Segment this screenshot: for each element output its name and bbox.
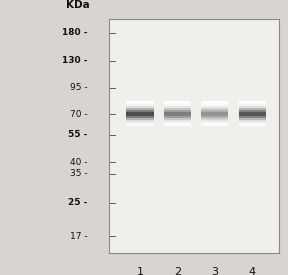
Bar: [238, 112, 266, 117]
Bar: [238, 109, 266, 112]
Bar: [238, 103, 266, 106]
Text: 25 -: 25 -: [68, 199, 88, 207]
Bar: [126, 117, 154, 120]
Bar: [164, 121, 191, 124]
Text: 180 -: 180 -: [62, 28, 88, 37]
Bar: [238, 115, 266, 118]
Text: 130 -: 130 -: [62, 56, 88, 65]
Bar: [164, 109, 191, 112]
Bar: [201, 112, 228, 117]
Bar: [201, 105, 228, 108]
Text: 4: 4: [249, 267, 256, 275]
Bar: [238, 119, 266, 122]
Bar: [201, 117, 228, 120]
Bar: [238, 123, 266, 126]
Bar: [201, 109, 228, 112]
Bar: [126, 101, 154, 104]
Bar: [164, 107, 191, 110]
Bar: [238, 117, 266, 120]
Bar: [126, 109, 154, 112]
Bar: [238, 111, 266, 114]
Bar: [238, 101, 266, 104]
Bar: [126, 112, 154, 117]
Text: 35 -: 35 -: [70, 169, 88, 178]
Bar: [164, 112, 191, 117]
Bar: [126, 119, 154, 122]
Bar: [201, 103, 228, 106]
Bar: [126, 105, 154, 108]
Bar: [164, 113, 191, 116]
Text: KDa: KDa: [66, 0, 90, 10]
Bar: [201, 121, 228, 124]
Bar: [201, 123, 228, 126]
Text: 17 -: 17 -: [70, 232, 88, 241]
Bar: [238, 113, 266, 116]
Text: 95 -: 95 -: [70, 83, 88, 92]
Bar: [164, 111, 191, 114]
Bar: [126, 103, 154, 106]
Bar: [164, 117, 191, 120]
Bar: [201, 107, 228, 110]
Bar: [126, 107, 154, 110]
Bar: [201, 115, 228, 118]
Bar: [164, 101, 191, 104]
Bar: [164, 105, 191, 108]
Bar: [201, 113, 228, 116]
Bar: [238, 107, 266, 110]
Bar: [201, 119, 228, 122]
Bar: [164, 123, 191, 126]
Text: 40 -: 40 -: [70, 158, 88, 167]
Bar: [164, 103, 191, 106]
Text: 55 -: 55 -: [68, 130, 88, 139]
Text: 3: 3: [211, 267, 218, 275]
Bar: [238, 121, 266, 124]
Bar: [126, 121, 154, 124]
Text: 2: 2: [174, 267, 181, 275]
Bar: [201, 101, 228, 104]
Bar: [126, 115, 154, 118]
Bar: [164, 119, 191, 122]
Bar: [201, 111, 228, 114]
Bar: [164, 115, 191, 118]
Bar: [126, 123, 154, 126]
Bar: [238, 105, 266, 108]
Text: 70 -: 70 -: [70, 109, 88, 119]
Bar: [126, 111, 154, 114]
Bar: [126, 113, 154, 116]
Text: 1: 1: [137, 267, 143, 275]
